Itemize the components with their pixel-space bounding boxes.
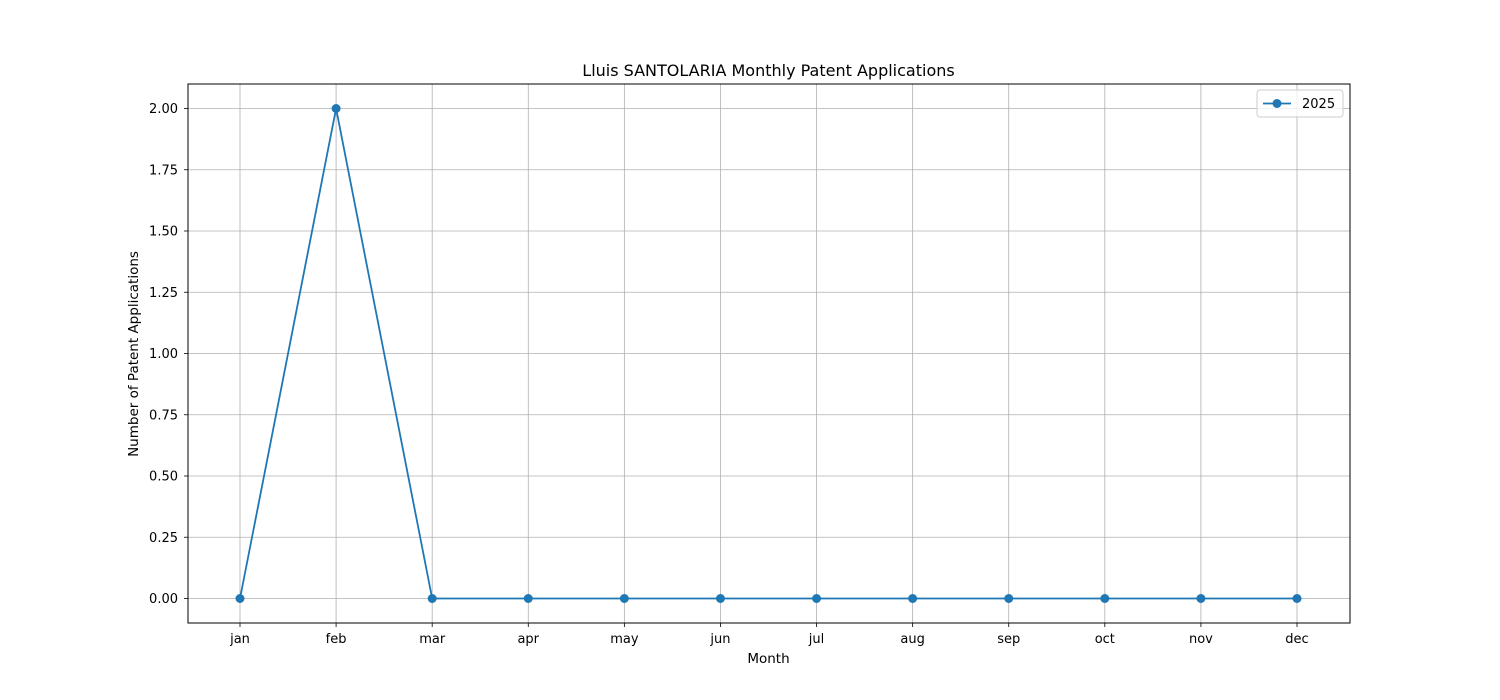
chart-title: Lluis SANTOLARIA Monthly Patent Applicat… <box>582 61 954 80</box>
data-point <box>428 594 437 603</box>
y-tick-label: 0.75 <box>149 408 178 423</box>
x-tick-label: oct <box>1095 632 1115 647</box>
x-axis-label: Month <box>747 651 789 667</box>
data-point <box>524 594 533 603</box>
legend-marker <box>1273 99 1282 108</box>
y-axis-label: Number of Patent Applications <box>126 251 142 457</box>
x-tick-label: nov <box>1189 632 1213 647</box>
data-point <box>1196 594 1205 603</box>
y-tick-label: 1.50 <box>149 225 178 240</box>
y-tick-label: 0.00 <box>149 592 178 607</box>
x-tick-label: apr <box>517 632 539 647</box>
y-tick-label: 1.75 <box>149 163 178 178</box>
data-point <box>908 594 917 603</box>
x-tick-label: mar <box>419 632 446 647</box>
data-point <box>332 104 341 113</box>
x-tick-label: jan <box>229 632 250 647</box>
y-tick-label: 0.50 <box>149 470 178 485</box>
y-tick-label: 1.25 <box>149 286 178 301</box>
y-tick-label: 0.25 <box>149 531 178 546</box>
x-tick-label: sep <box>997 632 1020 647</box>
x-tick-label: aug <box>900 632 924 647</box>
data-point <box>236 594 245 603</box>
data-point <box>716 594 725 603</box>
x-tick-label: feb <box>326 632 347 647</box>
legend-label: 2025 <box>1302 97 1335 112</box>
x-tick-label: dec <box>1285 632 1308 647</box>
data-point <box>812 594 821 603</box>
data-point <box>1100 594 1109 603</box>
data-point <box>1293 594 1302 603</box>
x-tick-label: may <box>610 632 639 647</box>
y-tick-label: 2.00 <box>149 102 178 117</box>
y-tick-label: 1.00 <box>149 347 178 362</box>
legend: 2025 <box>1257 90 1343 117</box>
x-tick-label: jun <box>709 632 730 647</box>
data-point <box>1004 594 1013 603</box>
data-point <box>620 594 629 603</box>
x-tick-label: jul <box>808 632 824 647</box>
